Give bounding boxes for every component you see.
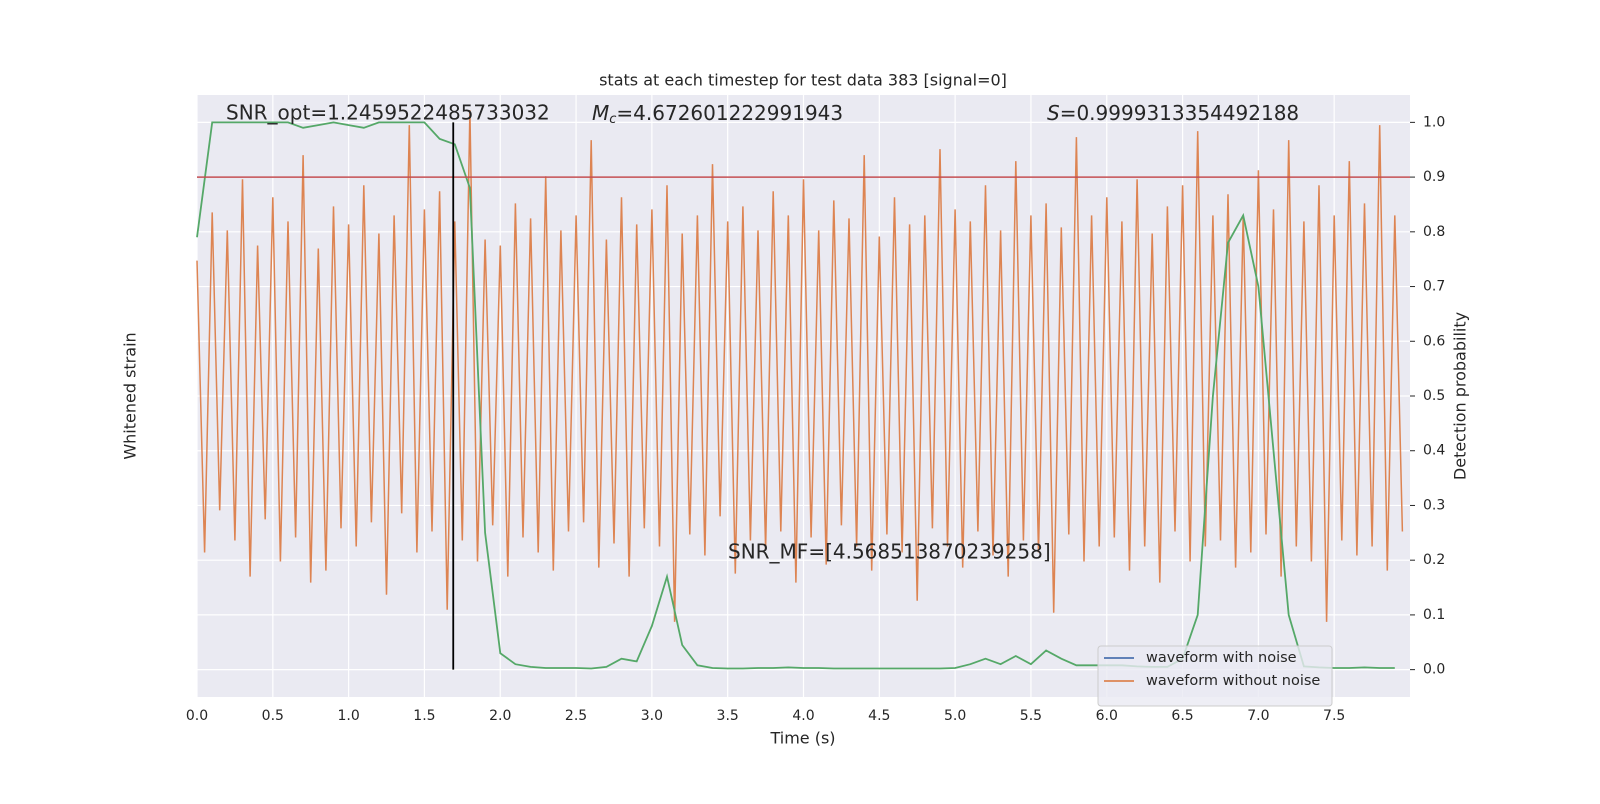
x-tick-label: 6.0 — [1096, 708, 1118, 724]
x-tick-label: 5.5 — [1020, 708, 1042, 724]
x-tick-label: 4.5 — [868, 708, 890, 724]
probability-line — [196, 121, 1395, 670]
x-tick-label: 7.5 — [1323, 708, 1345, 724]
x-tick-label: 6.5 — [1171, 708, 1193, 724]
y2-tick-label: 0.8 — [1423, 224, 1445, 240]
legend-label: waveform without noise — [1146, 673, 1320, 689]
annotation-symbol: S — [1047, 101, 1060, 125]
x-tick-label: 5.0 — [944, 708, 966, 724]
legend-label: waveform with noise — [1146, 650, 1297, 666]
y2-tick-label: 0.1 — [1423, 607, 1445, 623]
x-tick-label: 0.0 — [186, 708, 208, 724]
y2-tick-label: 0.4 — [1423, 443, 1445, 459]
annotation-text: =4.672601222991943 — [616, 101, 843, 125]
annotation: SNR_opt=1.2459522485733032 — [226, 101, 550, 125]
y2-tick-label: 1.0 — [1423, 114, 1445, 130]
annotation: S=0.9999313354492188 — [1047, 101, 1299, 125]
annotation-subscript: c — [609, 112, 616, 127]
x-tick-label: 1.5 — [413, 708, 435, 724]
x-axis-label: Time (s) — [769, 729, 835, 748]
y2-tick-label: 0.3 — [1423, 497, 1445, 513]
x-tick-label: 4.0 — [792, 708, 814, 724]
legend-box — [1097, 645, 1333, 707]
waveform-line — [196, 110, 1404, 622]
y2-tick-label: 0.5 — [1423, 388, 1445, 404]
y2-tick-label: 0.9 — [1423, 169, 1445, 185]
x-tick-label: 2.5 — [565, 708, 587, 724]
x-tick-label: 3.0 — [641, 708, 663, 724]
x-tick-label: 3.5 — [717, 708, 739, 724]
x-tick-label: 1.0 — [337, 708, 359, 724]
y2-tick-label: 0.2 — [1423, 552, 1445, 568]
annotation: SNR_MF=[4.568513870239258] — [728, 540, 1051, 564]
y2-tick-label: 0.6 — [1423, 333, 1445, 349]
annotation-text: =0.9999313354492188 — [1060, 101, 1299, 125]
annotation-symbol: M — [592, 101, 609, 125]
x-tick-label: 2.0 — [489, 708, 511, 724]
y-axis-label: Whitened strain — [121, 332, 140, 459]
x-tick-label: 0.5 — [262, 708, 284, 724]
annotation: Mc=4.672601222991943 — [592, 101, 843, 127]
chart-title: stats at each timestep for test data 383… — [599, 71, 1007, 90]
y2-tick-label: 0.7 — [1423, 279, 1445, 295]
x-tick-label: 7.0 — [1247, 708, 1269, 724]
y2-axis-label: Detection probability — [1451, 312, 1470, 480]
y2-tick-label: 0.0 — [1423, 662, 1445, 678]
